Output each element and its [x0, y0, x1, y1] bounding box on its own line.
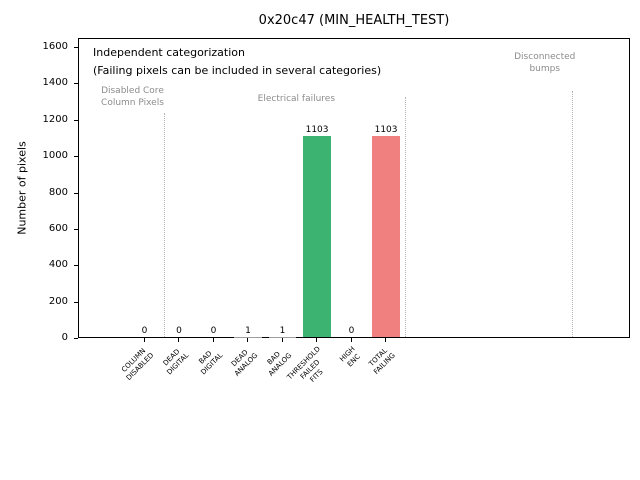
y-tick-mark — [74, 228, 78, 230]
x-tick-label-text: COLUMN DISABLED — [120, 346, 156, 382]
bar-value-label: 1103 — [305, 125, 329, 136]
separator-line-0 — [163, 113, 165, 337]
y-tick-label: 800 — [48, 186, 68, 198]
x-tick-label-text: BAD DIGITAL — [197, 349, 225, 377]
plot-area: Independent categorization (Failing pixe… — [78, 38, 630, 338]
y-tick-label: 1400 — [42, 77, 68, 89]
group-label-1: Electrical failures — [257, 94, 336, 104]
x-tick-label-text: DEAD ANALOG — [229, 348, 259, 378]
y-tick-label: 1000 — [42, 150, 68, 162]
y-tick-mark — [74, 156, 78, 158]
y-tick-label: 1600 — [42, 41, 68, 53]
bar-value-label: 0 — [176, 326, 182, 336]
y-tick-mark — [74, 265, 78, 267]
x-tick-label-text: DEAD DIGITAL — [161, 347, 190, 377]
y-tick-label: 400 — [48, 259, 68, 271]
bar-5 — [303, 136, 331, 337]
x-tick-label-text: THRESHOLD FAILED FITS — [285, 345, 324, 384]
y-tick-label: 600 — [48, 222, 68, 234]
bar-value-label: 1103 — [374, 125, 398, 136]
bar-value-label: 0 — [141, 326, 148, 336]
x-tick-mark — [143, 338, 145, 342]
separator-line-1 — [405, 97, 407, 337]
y-tick-label: 1200 — [42, 113, 68, 125]
group-label-2: Disconnected bumps — [514, 52, 576, 75]
bar-value-label: 0 — [210, 326, 217, 336]
x-tick-mark — [247, 338, 249, 342]
y-tick-mark — [74, 301, 78, 303]
bar-value-label: 1 — [279, 325, 286, 336]
x-tick-label-text: HIGH ENC — [337, 345, 362, 369]
annotation-note: Independent categorization (Failing pixe… — [93, 46, 382, 77]
y-tick-mark — [74, 192, 78, 194]
group-label-0: Disabled Core Column Pixels — [101, 86, 164, 109]
x-tick-mark — [212, 338, 214, 342]
x-tick-mark — [385, 338, 387, 342]
x-tick-label-text: TOTAL FAILING — [367, 346, 397, 376]
x-tick-mark — [281, 338, 283, 342]
y-tick-label: 200 — [48, 295, 68, 307]
y-tick-label: 0 — [61, 332, 68, 343]
bar-value-label: 1 — [245, 325, 251, 336]
y-tick-mark — [74, 338, 78, 339]
x-tick-mark — [350, 338, 352, 342]
bar-7 — [372, 136, 400, 337]
y-tick-mark — [74, 47, 78, 49]
y-tick-mark — [74, 83, 78, 85]
separator-line-2 — [572, 91, 574, 337]
x-tick-mark — [178, 338, 180, 342]
y-tick-mark — [74, 119, 78, 121]
x-tick-mark — [316, 338, 318, 342]
chart-title: 0x20c47 (MIN_HEALTH_TEST) — [258, 13, 450, 28]
bar-value-label: 0 — [348, 326, 355, 336]
